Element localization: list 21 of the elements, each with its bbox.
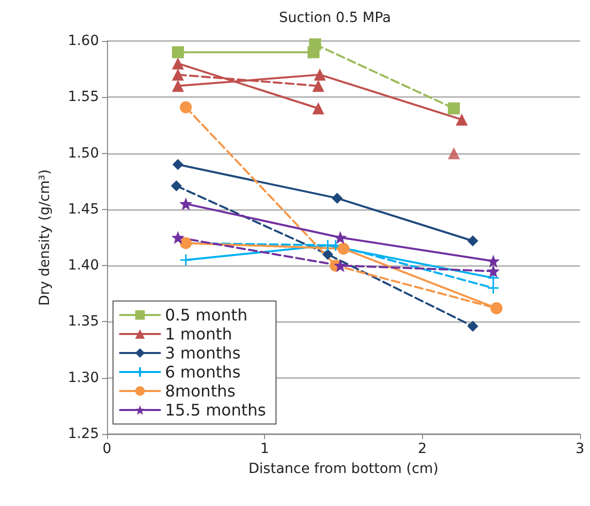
y-tick-label: 1.40 — [68, 258, 99, 274]
y-tick-label: 1.30 — [68, 370, 99, 386]
legend-label: 8months — [165, 382, 236, 400]
legend-label: 3 months — [165, 344, 241, 362]
y-tick-label: 1.50 — [68, 145, 99, 162]
x-tick-label: 2 — [418, 441, 427, 457]
y-tick-label: 1.25 — [68, 426, 99, 442]
x-tick-label: 1 — [260, 441, 270, 457]
y-tick-label: 1.35 — [68, 314, 99, 330]
chart-title: Suction 0.5 MPa — [279, 10, 391, 26]
y-tick-label: 1.60 — [68, 33, 99, 49]
legend-label: 6 months — [165, 362, 241, 382]
x-tick-label: 3 — [576, 441, 584, 457]
y-axis-title: Dry density (g/cm³) — [37, 169, 53, 306]
x-axis-title: Distance from bottom (cm) — [248, 461, 439, 477]
legend-label: 15.5 months — [165, 400, 266, 420]
y-tick-label: 1.45 — [68, 201, 99, 218]
legend-label: 1 month — [165, 324, 232, 344]
legend-label: 0.5 month — [165, 306, 248, 324]
x-tick-label: 0 — [102, 441, 112, 457]
y-tick-label: 1.55 — [68, 89, 99, 106]
